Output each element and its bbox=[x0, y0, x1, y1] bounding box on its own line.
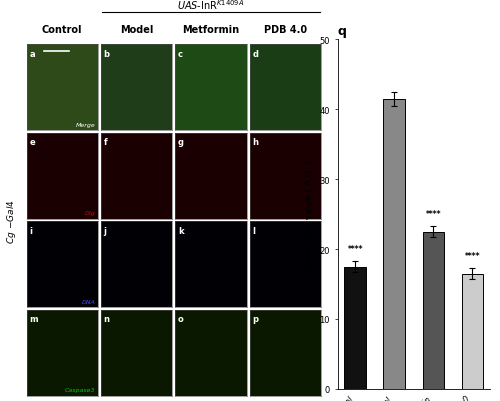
Text: h: h bbox=[252, 138, 258, 147]
Text: b: b bbox=[104, 50, 110, 59]
Text: ****: **** bbox=[464, 251, 480, 260]
Text: c: c bbox=[178, 50, 183, 59]
Text: $\it{UAS}$-InR$^{K1409A}$: $\it{UAS}$-InR$^{K1409A}$ bbox=[177, 0, 244, 12]
Text: i: i bbox=[30, 226, 32, 235]
Text: Caspase3: Caspase3 bbox=[65, 387, 96, 392]
Text: Merge: Merge bbox=[76, 123, 96, 128]
Text: k: k bbox=[178, 226, 184, 235]
Text: n: n bbox=[104, 314, 110, 323]
Text: q: q bbox=[338, 24, 346, 38]
Text: Control: Control bbox=[42, 25, 82, 34]
Text: o: o bbox=[178, 314, 184, 323]
Text: a: a bbox=[30, 50, 35, 59]
Text: e: e bbox=[30, 138, 35, 147]
Text: DNA: DNA bbox=[82, 299, 96, 304]
Bar bbox=[344, 267, 366, 389]
Text: Dlg: Dlg bbox=[85, 211, 96, 216]
Text: ****: **** bbox=[426, 209, 441, 218]
Text: g: g bbox=[178, 138, 184, 147]
Text: PDB 4.0: PDB 4.0 bbox=[264, 25, 307, 34]
Bar bbox=[422, 232, 444, 389]
Bar bbox=[384, 99, 405, 389]
Text: l: l bbox=[252, 226, 256, 235]
Bar bbox=[462, 274, 483, 389]
Text: $\it{Cg}$ $\it{-Gal4}$: $\it{Cg}$ $\it{-Gal4}$ bbox=[6, 198, 18, 243]
Text: f: f bbox=[104, 138, 108, 147]
Text: Metformin: Metformin bbox=[182, 25, 240, 34]
Text: m: m bbox=[30, 314, 38, 323]
Text: ****: **** bbox=[348, 244, 363, 253]
Text: Model: Model bbox=[120, 25, 153, 34]
Text: j: j bbox=[104, 226, 106, 235]
Text: p: p bbox=[252, 314, 258, 323]
Text: d: d bbox=[252, 50, 258, 59]
Y-axis label: Mean gray value ( A.U. ): Mean gray value ( A.U. ) bbox=[304, 160, 314, 269]
